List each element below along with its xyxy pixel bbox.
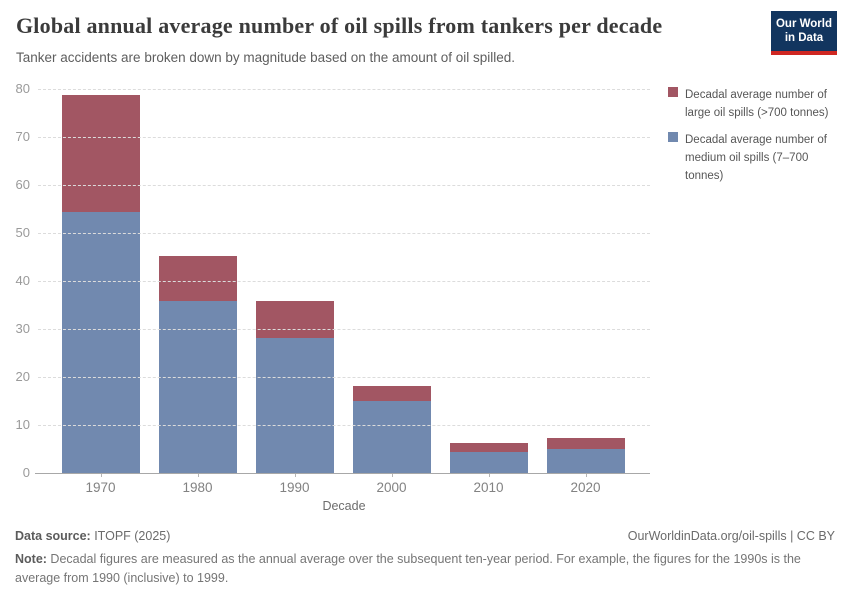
bar-column-2000: 2000: [343, 89, 440, 495]
legend-item-label: Decadal average number of medium oil spi…: [685, 134, 827, 182]
bar-column-1970: 1970: [52, 89, 149, 495]
x-axis-tick: [294, 473, 296, 477]
x-axis-tick-label: 1970: [85, 480, 116, 495]
bar-segment-medium-2010[interactable]: [449, 451, 528, 473]
bar-column-2010: 2010: [440, 89, 537, 495]
y-axis-tick-label: 0: [22, 465, 30, 480]
footer: Data source: ITOPF (2025) OurWorldinData…: [15, 529, 835, 588]
y-gridline: [38, 185, 650, 186]
owid-logo-line2: in Data: [784, 32, 824, 45]
owid-logo[interactable]: Our World in Data: [771, 11, 837, 55]
owid-logo-box: Our World in Data: [771, 11, 837, 51]
y-gridline: [38, 425, 650, 426]
footer-note-label: Note:: [15, 552, 47, 566]
bar-column-2020: 2020: [537, 89, 634, 495]
legend-swatch-icon: [668, 87, 678, 97]
y-axis-tick-label: 80: [15, 81, 30, 96]
y-gridline: [38, 89, 650, 90]
x-axis-tick-label: 2010: [473, 480, 504, 495]
y-axis-tick-label: 60: [15, 177, 30, 192]
x-axis-tick: [488, 473, 490, 477]
owid-logo-line1: Our World: [775, 18, 832, 30]
y-gridline: [38, 377, 650, 378]
bar-segment-large-2020[interactable]: [546, 438, 625, 449]
footer-note: Note: Decadal figures are measured as th…: [15, 550, 835, 588]
chart-area: 1970 1980 1990 2000 2010 2020 Decade Decadal …: [0, 81, 850, 528]
x-axis-tick-label: 1980: [182, 480, 213, 495]
legend: Decadal average number of large oil spil…: [668, 85, 846, 193]
plot-area: 1970 1980 1990 2000 2010 2020: [35, 89, 650, 495]
x-axis-tick: [197, 473, 199, 477]
bar-segment-medium-1980[interactable]: [158, 300, 237, 473]
bar-segment-large-1990[interactable]: [255, 301, 334, 339]
data-source-value: ITOPF (2025): [90, 529, 171, 543]
x-axis-tick: [391, 473, 393, 477]
owid-url-link[interactable]: OurWorldinData.org/oil-spills | CC BY: [627, 529, 835, 543]
legend-swatch-icon: [668, 132, 678, 142]
data-source-label: Data source:: [15, 529, 91, 543]
x-axis-tick-label: 2020: [570, 480, 601, 495]
y-axis-tick-label: 50: [15, 225, 30, 240]
y-axis-tick-label: 70: [15, 129, 30, 144]
y-gridline: [38, 281, 650, 282]
bar-segment-medium-1990[interactable]: [255, 338, 334, 473]
bar-segment-medium-2020[interactable]: [546, 449, 625, 473]
bar-segment-large-1980[interactable]: [158, 255, 237, 301]
bar-column-1990: 1990: [246, 89, 343, 495]
y-axis-tick-label: 30: [15, 321, 30, 336]
x-axis-tick-label: 2000: [376, 480, 407, 495]
x-axis-line: [35, 473, 650, 474]
footer-note-value: Decadal figures are measured as the annu…: [15, 552, 801, 585]
owid-logo-red-strip: [771, 50, 837, 55]
y-axis-tick-label: 20: [15, 369, 30, 384]
y-gridline: [38, 137, 650, 138]
bar-segment-large-1970[interactable]: [61, 94, 140, 213]
legend-item-medium-spills[interactable]: Decadal average number of medium oil spi…: [668, 130, 846, 184]
bar-segment-large-2010[interactable]: [449, 443, 528, 452]
x-axis-title: Decade: [322, 499, 366, 513]
x-axis-tick: [100, 473, 102, 477]
y-axis-tick-label: 10: [15, 417, 30, 432]
chart-subtitle: Tanker accidents are broken down by magn…: [16, 50, 516, 65]
x-axis-tick: [585, 473, 587, 477]
bar-segment-medium-2000[interactable]: [352, 401, 431, 473]
y-gridline: [38, 329, 650, 330]
bar-segment-medium-1970[interactable]: [61, 212, 140, 473]
data-source: Data source: ITOPF (2025): [15, 529, 170, 543]
bar-segment-large-2000[interactable]: [352, 386, 431, 402]
y-gridline: [38, 233, 650, 234]
chart-title: Global annual average number of oil spil…: [16, 13, 663, 38]
legend-item-label: Decadal average number of large oil spil…: [685, 89, 829, 119]
y-axis-tick-label: 40: [15, 273, 30, 288]
legend-item-large-spills[interactable]: Decadal average number of large oil spil…: [668, 85, 846, 121]
footer-row: Data source: ITOPF (2025) OurWorldinData…: [15, 529, 835, 543]
x-axis-tick-label: 1990: [279, 480, 310, 495]
